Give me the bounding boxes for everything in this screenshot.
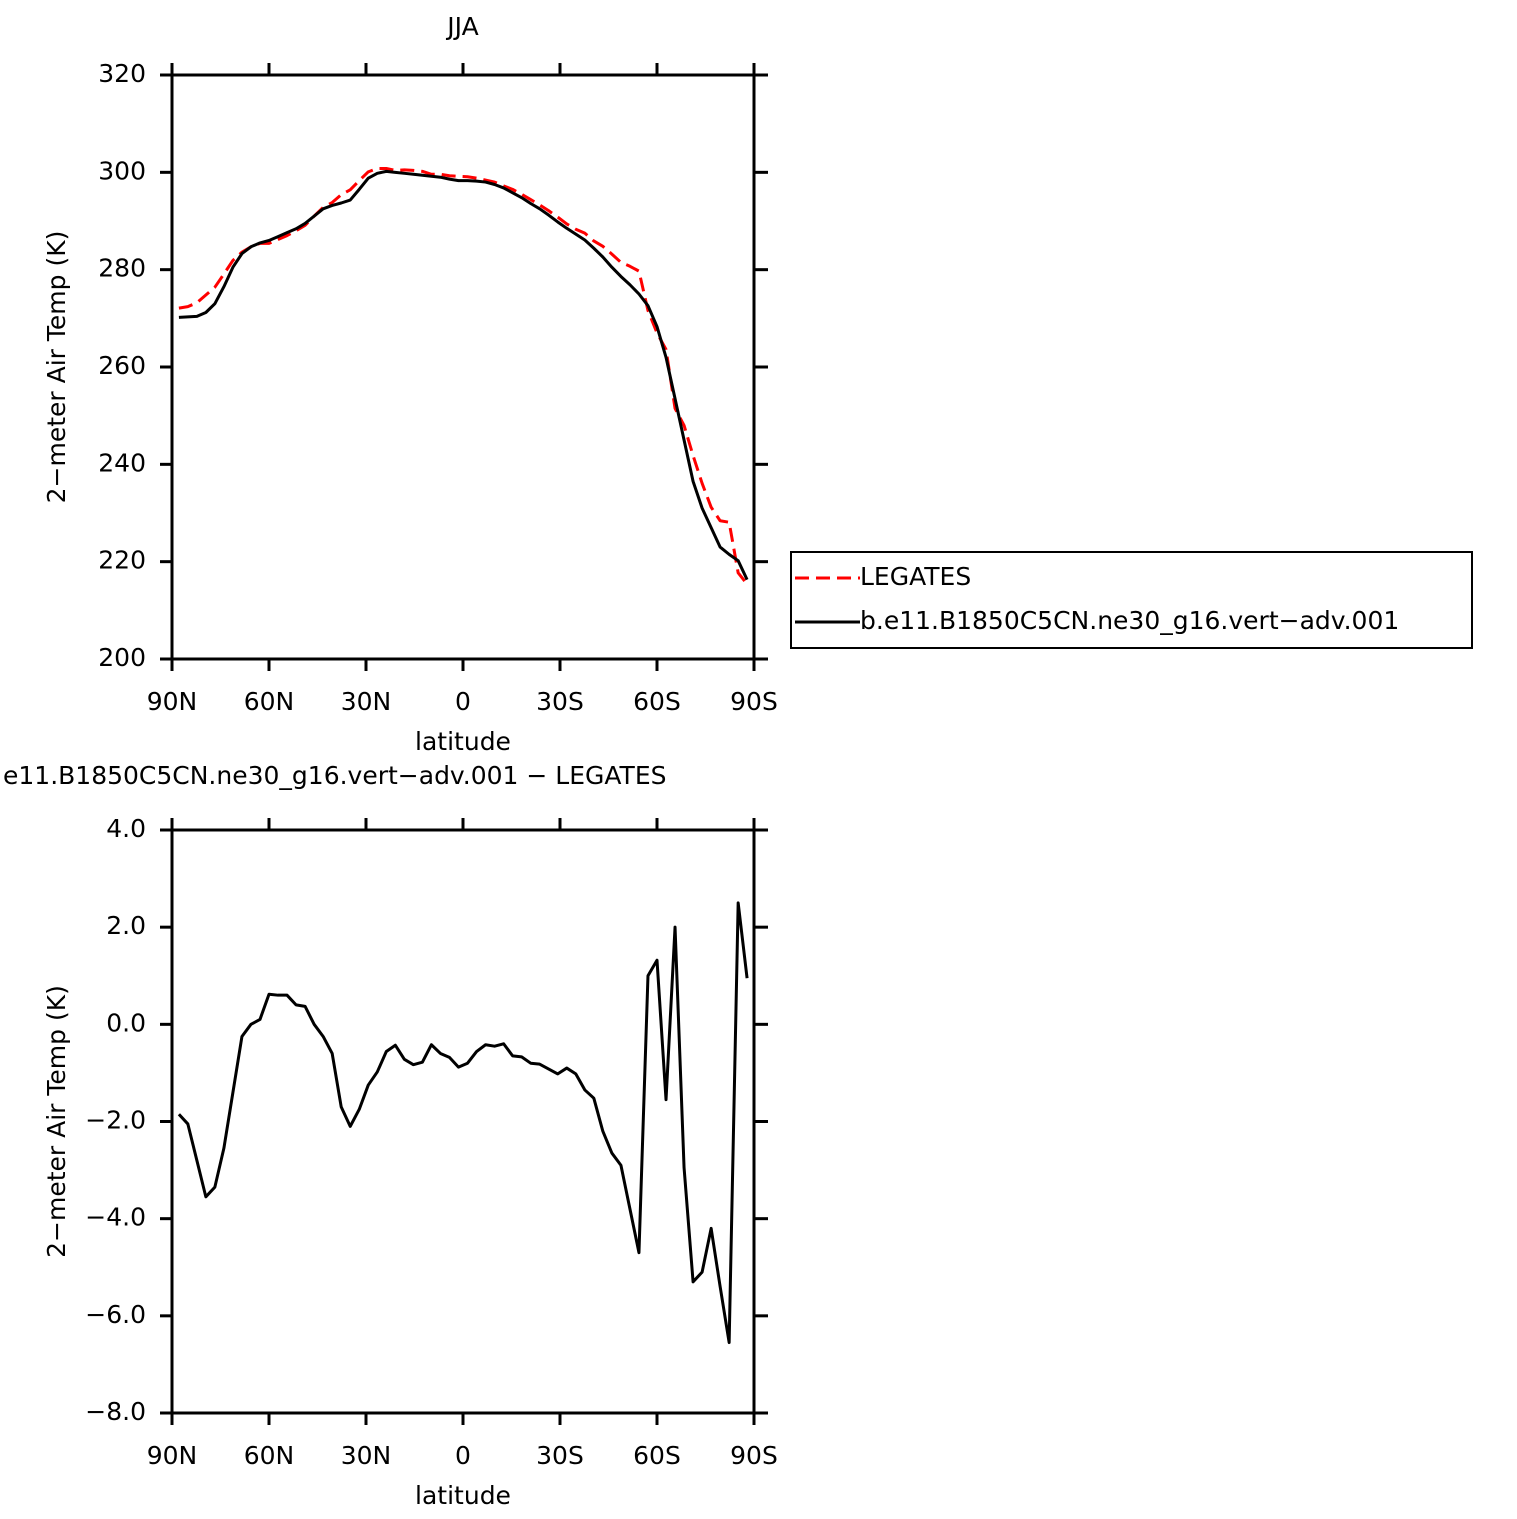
- plot-frame: [170, 828, 756, 1415]
- y-tick-label: 240: [98, 448, 146, 477]
- y-tick-label: 2.0: [106, 911, 146, 940]
- y-tick-label: 280: [98, 254, 146, 283]
- x-tick-label: 60N: [244, 687, 295, 716]
- line-series: [178, 169, 749, 581]
- line-series: [178, 166, 749, 585]
- x-tick-label: 90N: [147, 687, 198, 716]
- x-tick-label: 0: [455, 687, 471, 716]
- chart-title: e11.B1850C5CN.ne30_g16.vert−adv.001 − LE…: [3, 761, 667, 790]
- x-tick-label: 60S: [633, 687, 681, 716]
- line-series: [177, 901, 749, 1345]
- chart-title: JJA: [445, 12, 478, 41]
- x-tick-label: 0: [455, 1441, 471, 1470]
- x-axis-label: latitude: [415, 1481, 511, 1510]
- legend-label: b.e11.B1850C5CN.ne30_g16.vert−adv.001: [860, 606, 1399, 635]
- y-tick-label: 260: [98, 351, 146, 380]
- x-tick-label: 30N: [341, 687, 392, 716]
- y-axis-label: 2−meter Air Temp (K): [42, 231, 71, 504]
- x-axis-label: latitude: [415, 727, 511, 756]
- y-tick-label: −8.0: [85, 1397, 146, 1426]
- x-tick-label: 60N: [244, 1441, 295, 1470]
- x-tick-label: 60S: [633, 1441, 681, 1470]
- x-tick-label: 30S: [536, 1441, 584, 1470]
- legend: LEGATES b.e11.B1850C5CN.ne30_g16.vert−adv…: [790, 551, 1473, 649]
- y-tick-label: 4.0: [106, 814, 146, 843]
- y-tick-label: 320: [98, 59, 146, 88]
- y-tick-label: −4.0: [85, 1203, 146, 1232]
- legend-label: LEGATES: [860, 562, 971, 591]
- x-tick-label: 90S: [730, 1441, 778, 1470]
- y-tick-label: −6.0: [85, 1300, 146, 1329]
- y-tick-label: 220: [98, 546, 146, 575]
- x-tick-label: 90N: [147, 1441, 198, 1470]
- x-tick-label: 90S: [730, 687, 778, 716]
- y-tick-label: 0.0: [106, 1008, 146, 1037]
- x-tick-label: 30N: [341, 1441, 392, 1470]
- legend-box: [790, 551, 1473, 649]
- y-tick-label: −2.0: [85, 1106, 146, 1135]
- x-tick-label: 30S: [536, 687, 584, 716]
- y-axis-label: 2−meter Air Temp (K): [42, 985, 71, 1258]
- y-tick-label: 200: [98, 643, 146, 672]
- y-tick-label: 300: [98, 156, 146, 185]
